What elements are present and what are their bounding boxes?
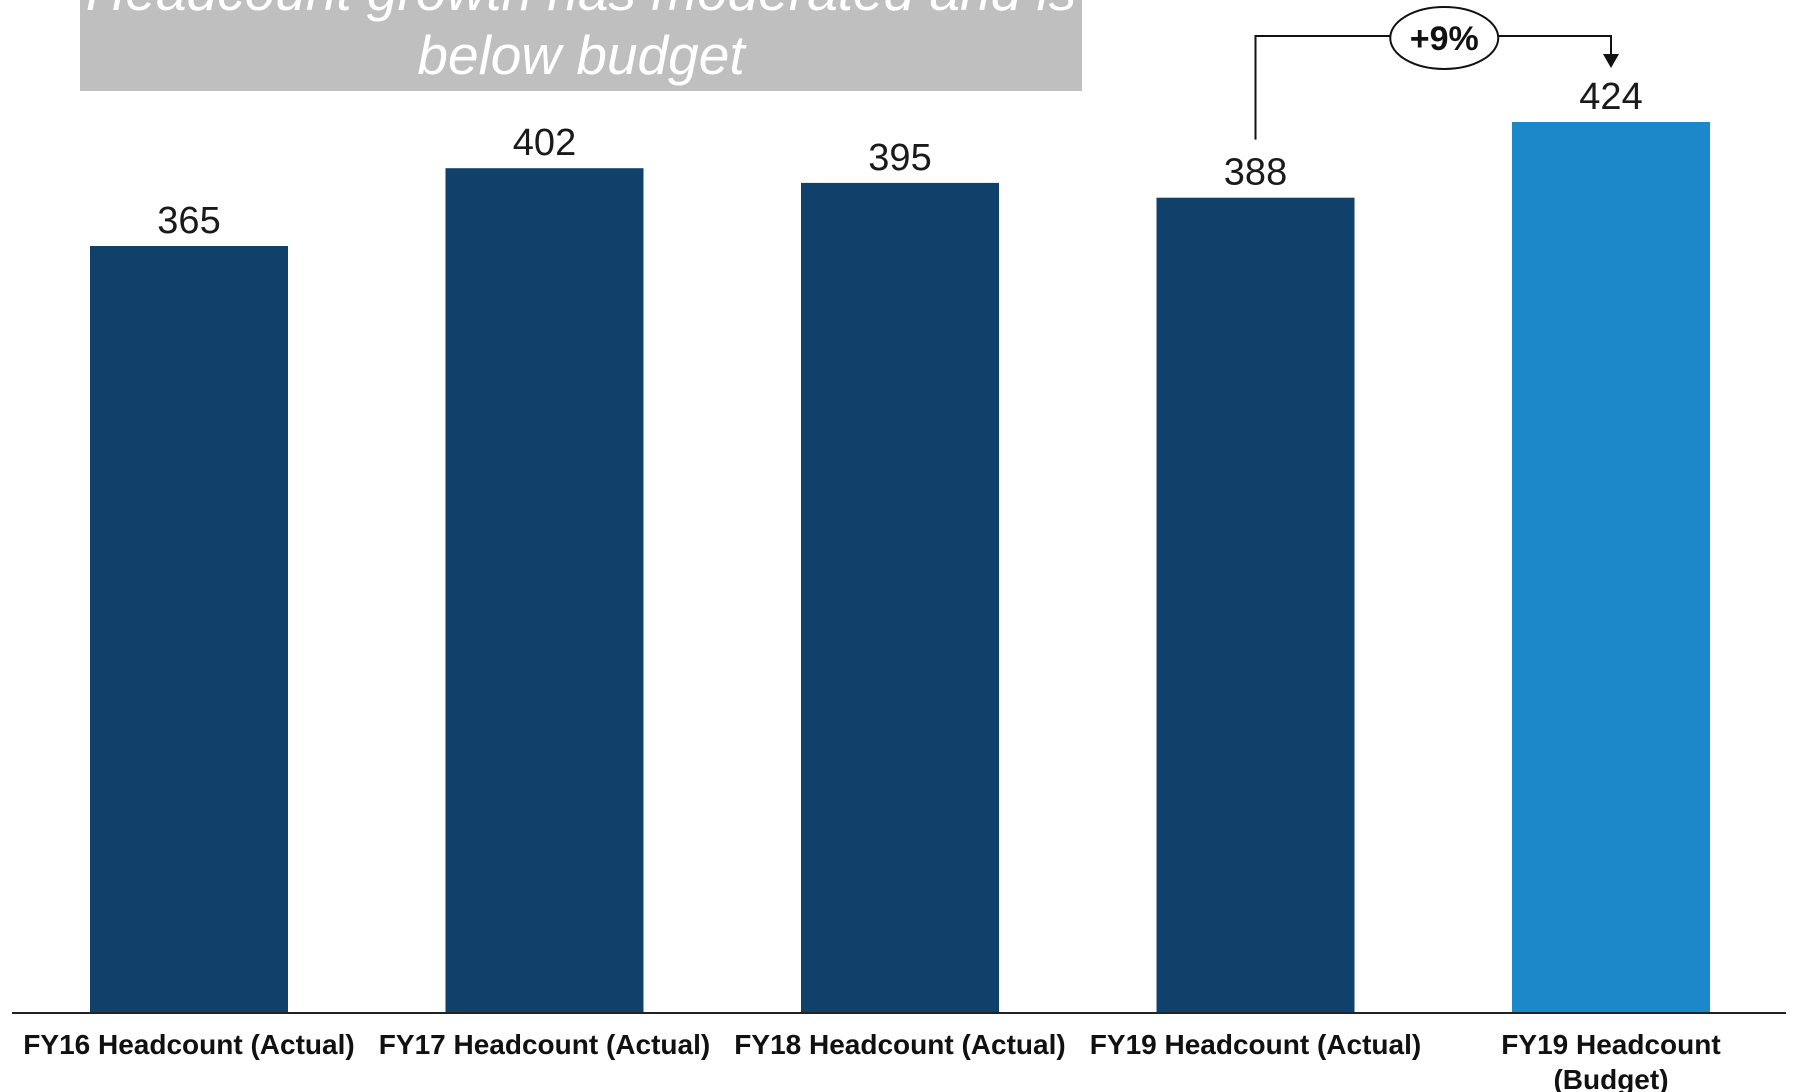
category-label-3: FY19 Headcount (Actual) xyxy=(1090,1029,1421,1060)
title-box xyxy=(80,0,1082,91)
bar-3 xyxy=(1156,197,1355,1013)
category-label-4: FY19 Headcount (Budget) xyxy=(1501,1029,1720,1092)
chart-title-line-2: below budget xyxy=(417,24,747,86)
bar-0 xyxy=(90,246,288,1013)
chart-title-line-1: Headcount growth has moderated and is xyxy=(86,0,1077,22)
category-label-2: FY18 Headcount (Actual) xyxy=(734,1029,1065,1060)
category-label-1: FY17 Headcount (Actual) xyxy=(379,1029,710,1060)
value-labels-group: 365 402 395 388 424 xyxy=(157,76,1642,242)
growth-annotation: +9% xyxy=(1254,6,1619,140)
bars-group xyxy=(90,122,1710,1013)
value-label-2: 395 xyxy=(868,137,931,179)
value-label-4: 424 xyxy=(1579,76,1642,118)
bar-4 xyxy=(1512,122,1710,1013)
category-labels-group: FY16 Headcount (Actual) FY17 Headcount (A… xyxy=(23,1029,1720,1092)
category-label-0: FY16 Headcount (Actual) xyxy=(23,1029,354,1060)
growth-percent-label: +9% xyxy=(1410,20,1479,58)
growth-arrow-head xyxy=(1603,54,1619,68)
bar-1 xyxy=(445,168,644,1013)
value-label-1: 402 xyxy=(513,122,576,164)
growth-badge xyxy=(1389,6,1500,70)
bar-2 xyxy=(801,182,999,1013)
value-label-3: 388 xyxy=(1224,152,1287,194)
value-label-0: 365 xyxy=(157,200,220,242)
